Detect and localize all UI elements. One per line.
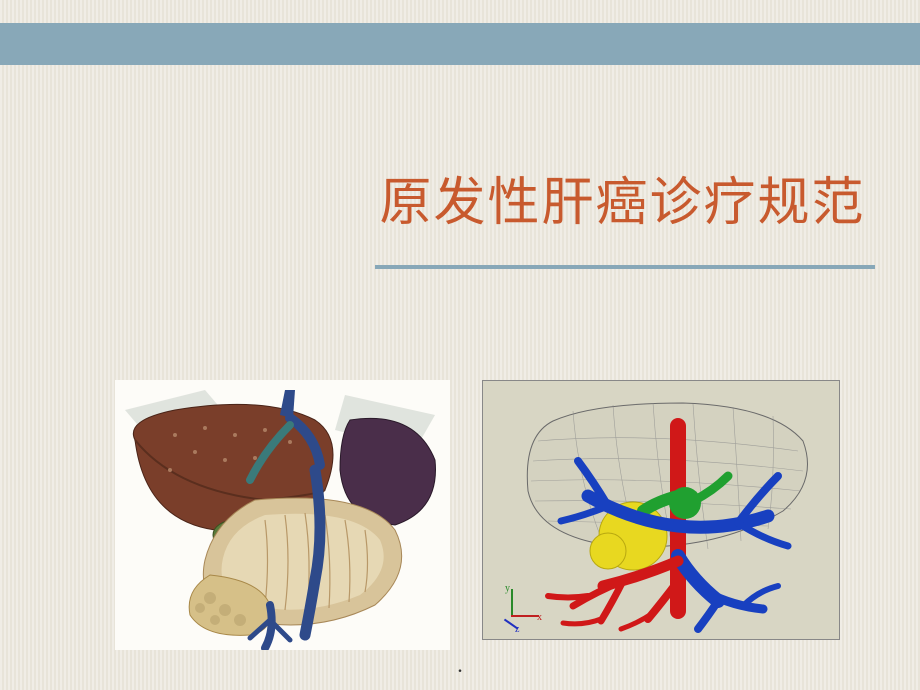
slide: 原发性肝癌诊疗规范: [0, 0, 920, 690]
axis-gizmo: y x z: [503, 589, 543, 629]
axis-x-label: x: [537, 612, 542, 623]
top-accent-bar: [0, 23, 920, 65]
title-block: 原发性肝癌诊疗规范: [345, 160, 900, 269]
axis-x: [511, 615, 539, 617]
images-row: y x z: [115, 380, 840, 650]
anatomy-illustration: [115, 380, 450, 650]
axis-y-label: y: [505, 583, 510, 594]
axis-y: [511, 589, 513, 617]
slide-title: 原发性肝癌诊疗规范: [345, 160, 900, 235]
liver-anatomy-svg: [115, 380, 450, 650]
vascular-3d-model: y x z: [482, 380, 840, 640]
footer-marker: .: [457, 652, 463, 678]
title-underline: [375, 265, 875, 269]
axis-z-label: z: [515, 624, 519, 635]
